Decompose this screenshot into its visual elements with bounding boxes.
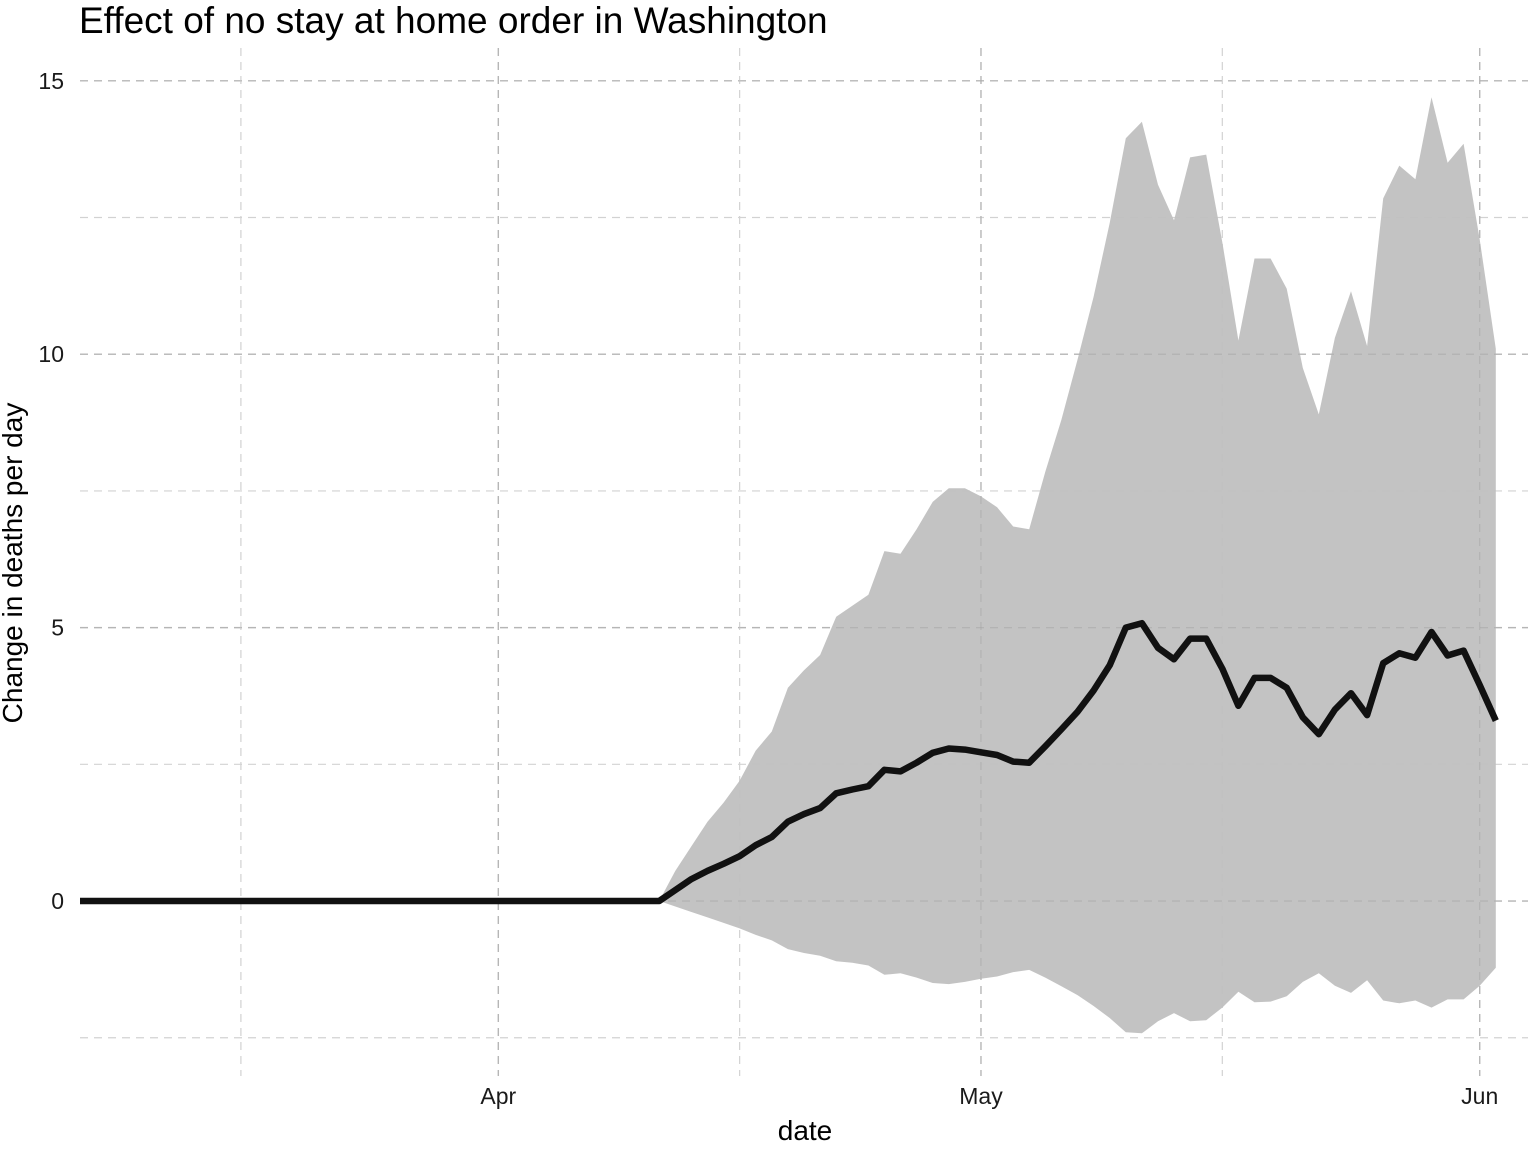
confidence-band [80,48,1528,1076]
series-line-group [80,619,1499,905]
y-tick-label-3: 15 [38,68,64,94]
x-tick-label-1: May [959,1083,1003,1109]
confidence-ribbon [80,97,1496,1034]
axis-ticks: 0 5 10 15 Apr May Jun [38,68,1498,1109]
chart-title: Effect of no stay at home order in Washi… [79,0,828,41]
y-tick-label-2: 10 [38,341,64,367]
y-tick-label-1: 5 [51,615,64,641]
y-axis-title: Change in deaths per day [0,403,28,724]
x-tick-label-0: Apr [480,1083,516,1109]
x-tick-label-2: Jun [1461,1083,1498,1109]
x-axis-title: date [778,1115,833,1146]
series-line [80,619,1499,905]
y-tick-label-0: 0 [51,888,64,914]
